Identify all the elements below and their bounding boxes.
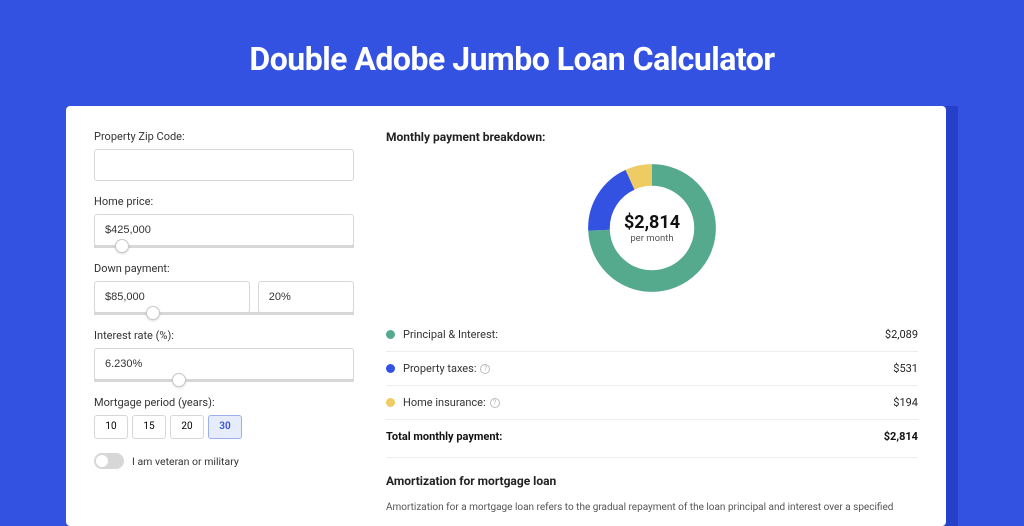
zip-input[interactable] <box>94 149 354 181</box>
legend-label-taxes: Property taxes: <box>403 362 476 375</box>
amortization-text: Amortization for a mortgage loan refers … <box>386 500 918 515</box>
veteran-toggle-label: I am veteran or military <box>132 455 239 468</box>
down-payment-field-group: Down payment: <box>94 262 354 315</box>
legend-label-insurance: Home insurance: <box>403 396 486 409</box>
total-row: Total monthly payment: $2,814 <box>386 420 918 457</box>
interest-rate-field-group: Interest rate (%): <box>94 329 354 382</box>
legend-dot-insurance <box>386 398 395 407</box>
period-option-10[interactable]: 10 <box>94 415 128 439</box>
legend-dot-principal <box>386 330 395 339</box>
down-payment-percent-input[interactable] <box>258 281 354 313</box>
interest-rate-slider[interactable] <box>94 379 354 382</box>
home-price-slider[interactable] <box>94 245 354 248</box>
legend-row-insurance: Home insurance: ? $194 <box>386 386 918 419</box>
interest-rate-slider-thumb[interactable] <box>172 373 186 387</box>
donut-container: $2,814 per month <box>386 158 918 298</box>
home-price-slider-thumb[interactable] <box>115 239 129 253</box>
down-payment-slider[interactable] <box>94 312 354 315</box>
veteran-toggle-knob <box>96 455 108 467</box>
legend-row-taxes: Property taxes: ? $531 <box>386 352 918 385</box>
veteran-toggle[interactable] <box>94 453 124 469</box>
calculator-panel: Property Zip Code: Home price: Down paym… <box>66 106 946 526</box>
total-label: Total monthly payment: <box>386 430 502 443</box>
breakdown-column: Monthly payment breakdown: $2,814 per mo… <box>386 130 918 502</box>
down-payment-input[interactable] <box>94 281 250 313</box>
interest-rate-label: Interest rate (%): <box>94 329 354 342</box>
zip-label: Property Zip Code: <box>94 130 354 143</box>
legend-left: Home insurance: ? <box>386 396 500 409</box>
legend-row-principal: Principal & Interest: $2,089 <box>386 318 918 351</box>
legend-value-principal: $2,089 <box>885 328 918 341</box>
breakdown-title: Monthly payment breakdown: <box>386 130 918 144</box>
panel-shadow: Property Zip Code: Home price: Down paym… <box>66 106 958 526</box>
legend-value-taxes: $531 <box>893 362 918 375</box>
period-option-15[interactable]: 15 <box>132 415 166 439</box>
legend-left: Principal & Interest: <box>386 328 498 341</box>
interest-rate-input[interactable] <box>94 348 354 380</box>
form-column: Property Zip Code: Home price: Down paym… <box>94 130 354 502</box>
help-icon[interactable]: ? <box>490 398 500 408</box>
down-payment-slider-thumb[interactable] <box>146 306 160 320</box>
help-icon[interactable]: ? <box>480 364 490 374</box>
total-value: $2,814 <box>884 430 918 443</box>
down-payment-label: Down payment: <box>94 262 354 275</box>
donut-amount: $2,814 <box>624 212 680 233</box>
divider <box>386 457 918 458</box>
home-price-field-group: Home price: <box>94 195 354 248</box>
period-option-30[interactable]: 30 <box>208 415 242 439</box>
amortization-title: Amortization for mortgage loan <box>386 474 918 488</box>
veteran-toggle-row: I am veteran or military <box>94 453 354 469</box>
mortgage-period-options: 10 15 20 30 <box>94 415 354 439</box>
legend-left: Property taxes: ? <box>386 362 490 375</box>
zip-field-group: Property Zip Code: <box>94 130 354 181</box>
mortgage-period-label: Mortgage period (years): <box>94 396 354 409</box>
home-price-label: Home price: <box>94 195 354 208</box>
payment-donut-chart: $2,814 per month <box>582 158 722 298</box>
down-payment-row <box>94 281 354 313</box>
page-root: Double Adobe Jumbo Loan Calculator Prope… <box>0 0 1024 512</box>
home-price-input[interactable] <box>94 214 354 246</box>
legend-value-insurance: $194 <box>893 396 918 409</box>
legend-label-principal: Principal & Interest: <box>403 328 498 341</box>
donut-sub: per month <box>630 233 673 244</box>
mortgage-period-field-group: Mortgage period (years): 10 15 20 30 <box>94 396 354 439</box>
donut-center: $2,814 per month <box>582 158 722 298</box>
page-title: Double Adobe Jumbo Loan Calculator <box>0 0 1024 78</box>
period-option-20[interactable]: 20 <box>170 415 204 439</box>
legend-dot-taxes <box>386 364 395 373</box>
